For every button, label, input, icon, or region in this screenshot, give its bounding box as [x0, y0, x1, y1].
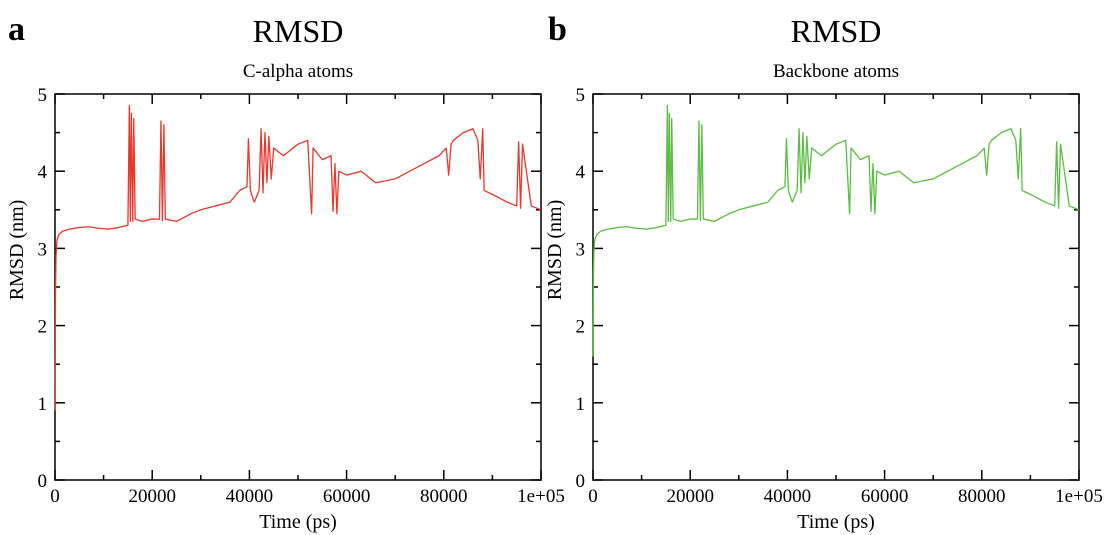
chart-subtitle: C-alpha atoms [243, 61, 353, 82]
y-tick-label: 5 [38, 85, 48, 106]
chart-title: RMSD [791, 13, 882, 49]
series-group [592, 104, 1080, 357]
tick-labels: 0 20000 40000 60000 80000 1e+05 0 1 2 3 4 5 [576, 85, 1103, 507]
axis-ticks [592, 93, 1080, 481]
plot-frame [54, 93, 542, 481]
x-tick-label: 0 [588, 486, 598, 507]
x-tick-label: 40000 [226, 486, 274, 507]
series-group [54, 104, 542, 411]
panel-b: b RMSD Backbone atoms Time (ps) RMSD (nm… [544, 11, 1103, 533]
panel-letter: b [548, 11, 567, 48]
x-tick-label: 40000 [764, 486, 812, 507]
chart-title: RMSD [253, 13, 344, 49]
y-tick-label: 4 [576, 162, 586, 183]
x-tick-label: 60000 [323, 486, 371, 507]
plot-frame [592, 93, 1080, 481]
y-tick-label: 1 [38, 394, 48, 415]
y-tick-label: 5 [576, 85, 586, 106]
y-tick-label: 1 [576, 394, 586, 415]
panel-letter: a [8, 11, 25, 48]
y-axis-label: RMSD (nm) [6, 200, 28, 301]
y-tick-label: 2 [38, 317, 48, 338]
y-axis-label: RMSD (nm) [544, 200, 566, 301]
rmsd-series-line [592, 104, 1080, 357]
y-tick-label: 2 [576, 317, 586, 338]
x-tick-label: 1e+05 [1055, 486, 1103, 507]
chart-subtitle: Backbone atoms [773, 61, 899, 82]
x-tick-label: 20000 [666, 486, 714, 507]
x-tick-label: 20000 [128, 486, 176, 507]
x-axis-label: Time (ps) [797, 511, 875, 533]
x-tick-label: 80000 [958, 486, 1006, 507]
y-tick-label: 0 [576, 471, 586, 492]
tick-labels: 0 20000 40000 60000 80000 1e+05 0 1 2 3 4 5 [38, 85, 565, 507]
x-tick-label: 60000 [861, 486, 909, 507]
y-tick-label: 0 [38, 471, 48, 492]
x-tick-label: 1e+05 [517, 486, 565, 507]
axis-ticks [54, 93, 542, 481]
y-tick-label: 3 [38, 239, 48, 260]
panel-a: a RMSD C-alpha atoms Time (ps) RMSD (nm)… [6, 11, 565, 533]
x-tick-label: 80000 [420, 486, 468, 507]
y-tick-label: 4 [38, 162, 48, 183]
x-axis-label: Time (ps) [259, 511, 337, 533]
y-tick-label: 3 [576, 239, 586, 260]
rmsd-series-line [54, 104, 542, 411]
x-tick-label: 0 [50, 486, 60, 507]
